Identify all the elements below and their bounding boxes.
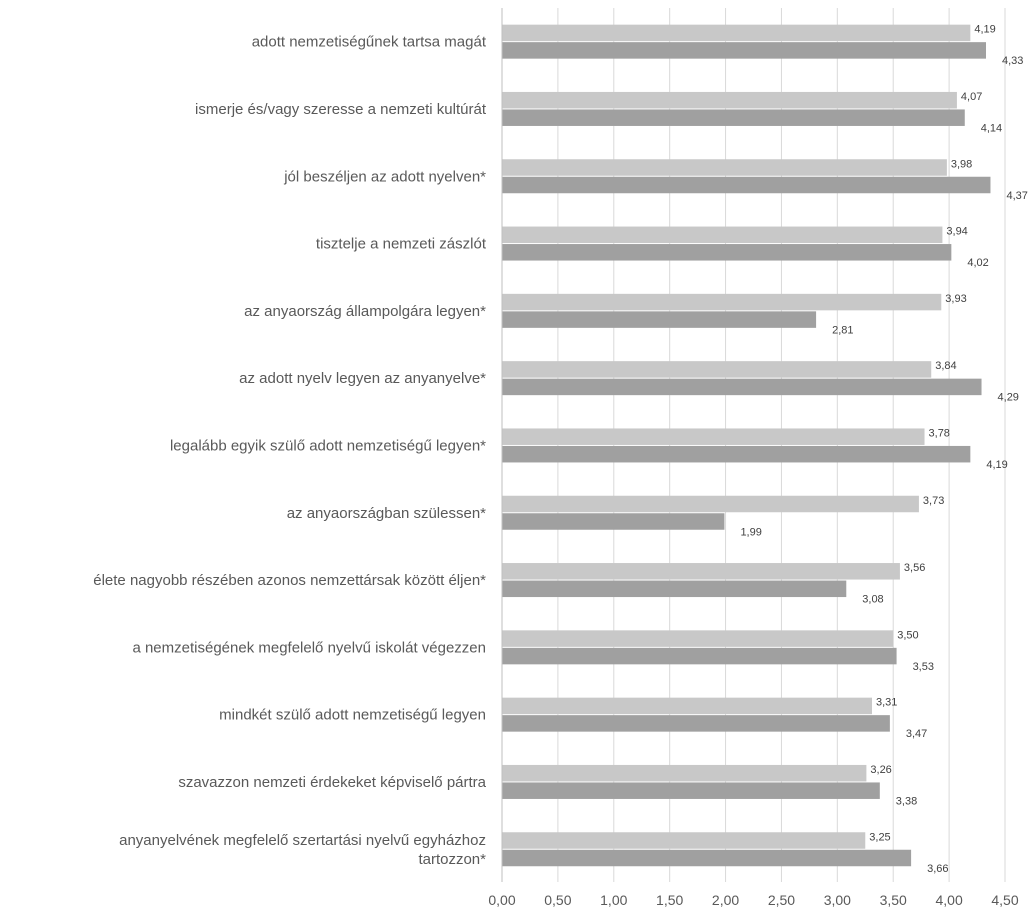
- bar-series-1: [502, 630, 894, 647]
- bar-series-2: [502, 445, 971, 463]
- x-tick-label: 2,50: [768, 892, 795, 908]
- bar-series-1: [502, 832, 866, 849]
- x-tick-label: 2,00: [712, 892, 739, 908]
- bar-series-1: [502, 361, 932, 378]
- bars: [502, 24, 991, 867]
- x-tick-labels: 0,00 0,50 1,00 1,50 2,00 2,50 3,00 3,50 4,00 4,50: [488, 892, 1018, 908]
- data-label: 3,93: [945, 293, 966, 305]
- x-tick-label: 0,50: [544, 892, 571, 908]
- x-tick-label: 3,00: [824, 892, 851, 908]
- data-label: 3,98: [951, 158, 972, 170]
- x-tick-label: 4,00: [935, 892, 962, 908]
- category-label: szavazzon nemzeti érdekeket képviselő pá…: [178, 774, 486, 791]
- x-tick-label: 1,00: [600, 892, 627, 908]
- category-label: tartozzon*: [418, 851, 486, 868]
- bar-series-1: [502, 563, 900, 580]
- bar-series-2: [502, 42, 986, 59]
- category-label: tisztelje a nemzeti zászlót: [316, 236, 487, 253]
- bar-series-1: [502, 159, 947, 176]
- data-label: 3,56: [904, 562, 925, 574]
- bar-series-2: [502, 849, 912, 867]
- data-label: 3,26: [870, 764, 891, 776]
- bar-series-2: [502, 109, 965, 126]
- data-label: 4,37: [1006, 190, 1027, 202]
- bar-series-1: [502, 24, 971, 42]
- x-tick-label: 1,50: [656, 892, 683, 908]
- data-label: 3,47: [906, 728, 927, 740]
- data-label: 3,50: [897, 629, 918, 641]
- category-label: mindkét szülő adott nemzetiségű legyen: [219, 707, 486, 724]
- bar-series-1: [502, 697, 872, 715]
- category-label: legalább egyik szülő adott nemzetiségű l…: [170, 437, 486, 454]
- bar-series-1: [502, 91, 957, 109]
- category-label: adott nemzetiségűnek tartsa magát: [252, 34, 487, 51]
- category-label: ismerje és/vagy szeresse a nemzeti kultú…: [195, 101, 487, 118]
- data-label: 4,19: [986, 459, 1007, 471]
- category-label: anyanyelvének megfelelő szertartási nyel…: [119, 832, 486, 849]
- data-label: 3,94: [946, 226, 967, 238]
- data-label: 3,84: [935, 360, 956, 372]
- bar-series-1: [502, 293, 942, 311]
- category-label: az adott nyelv legyen az anyanyelve*: [239, 370, 486, 387]
- data-label: 4,07: [961, 91, 982, 103]
- data-label: 3,08: [862, 594, 883, 606]
- bar-series-1: [502, 495, 919, 513]
- x-tick-label: 0,00: [488, 892, 515, 908]
- bar-series-1: [502, 764, 867, 782]
- category-label: jól beszéljen az adott nyelven*: [283, 168, 486, 185]
- bar-series-2: [502, 311, 817, 328]
- category-label: a nemzetiségének megfelelő nyelvű iskolá…: [132, 639, 486, 656]
- x-tick-label: 4,50: [991, 892, 1018, 908]
- bar-series-2: [502, 715, 890, 732]
- category-label: élete nagyobb részében azonos nemzettárs…: [93, 572, 486, 589]
- category-label: az anyaország állampolgára legyen*: [244, 303, 486, 320]
- gridlines: [501, 8, 1006, 882]
- bar-series-1: [502, 226, 943, 244]
- category-labels: adott nemzetiségűnek tartsa magát ismerje…: [93, 34, 487, 868]
- bar-series-2: [502, 176, 991, 194]
- data-label: 3,73: [923, 495, 944, 507]
- bar-series-2: [502, 513, 725, 530]
- data-label: 4,33: [1002, 55, 1023, 67]
- data-label: 3,31: [876, 697, 897, 709]
- bar-series-2: [502, 782, 880, 799]
- data-label: 4,19: [974, 24, 995, 36]
- data-label: 3,53: [913, 661, 934, 673]
- data-label: 3,25: [869, 831, 890, 843]
- data-label: 2,81: [832, 324, 853, 336]
- bar-series-1: [502, 428, 925, 445]
- data-label: 4,29: [998, 392, 1019, 404]
- bar-series-2: [502, 580, 847, 598]
- data-labels: 4,19 4,33 4,07 4,14 3,98 4,37 3,94 4,02 3,93 2,81…: [740, 24, 1027, 875]
- bar-series-2: [502, 647, 897, 665]
- bar-series-2: [502, 378, 982, 396]
- data-label: 3,78: [929, 427, 950, 439]
- data-label: 1,99: [740, 526, 761, 538]
- data-label: 4,02: [967, 257, 988, 269]
- x-tick-label: 3,50: [880, 892, 907, 908]
- data-label: 4,14: [981, 122, 1002, 134]
- data-label: 3,38: [896, 795, 917, 807]
- bar-series-2: [502, 244, 952, 261]
- data-label: 3,66: [927, 863, 948, 875]
- category-label: az anyaországban szülessen*: [287, 505, 486, 522]
